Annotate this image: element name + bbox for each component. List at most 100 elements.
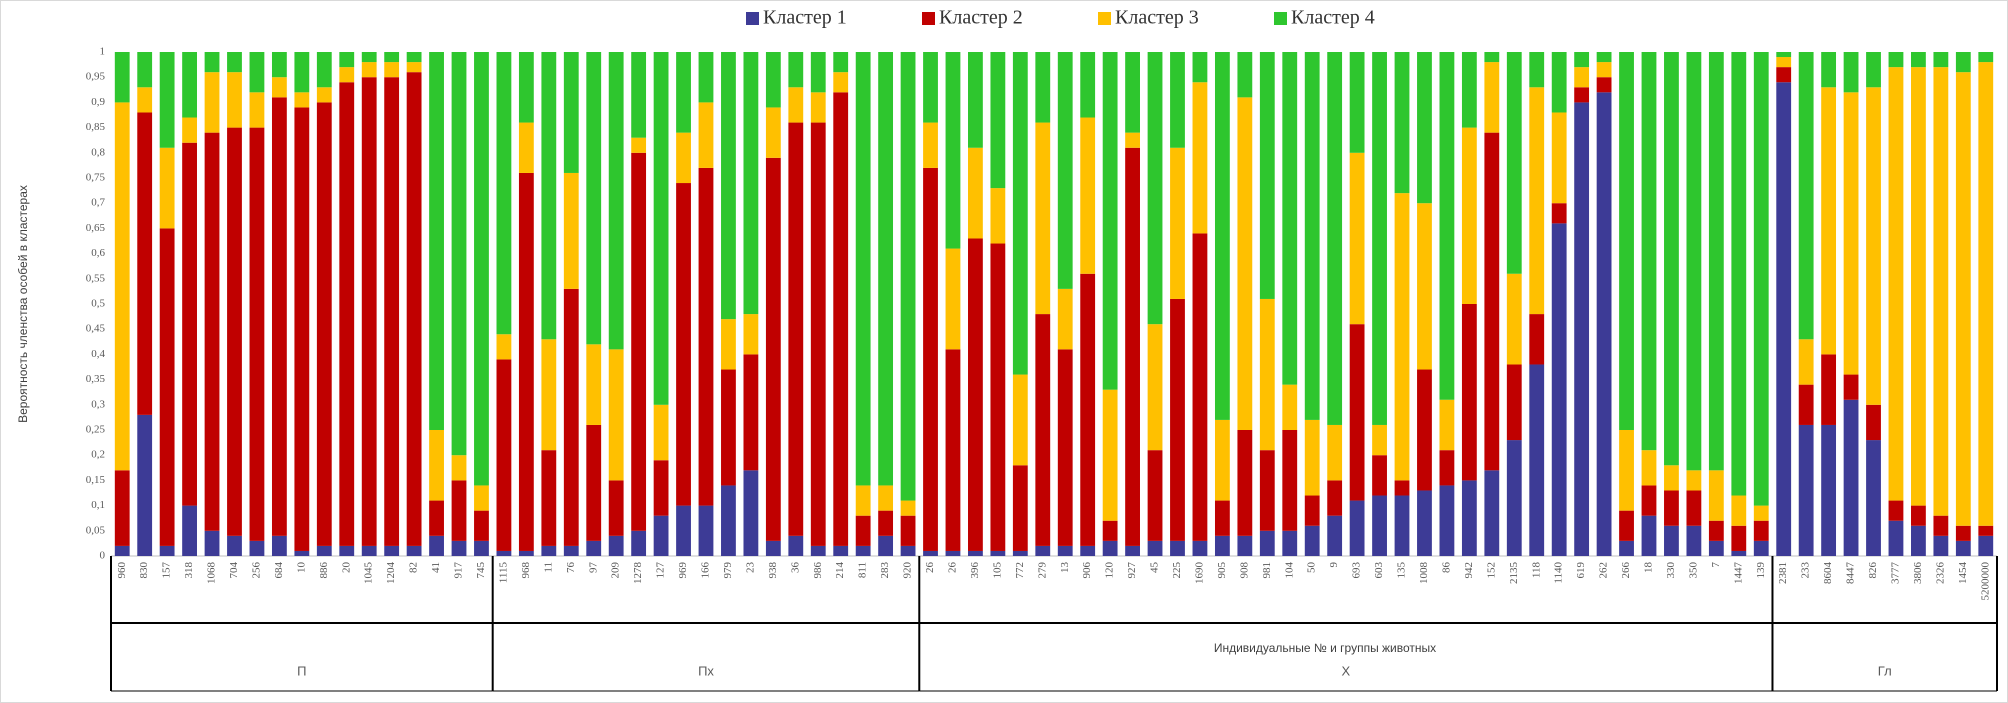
- y-tick-label: 0,65: [86, 222, 106, 234]
- x-tick-label: 917: [453, 562, 465, 579]
- x-tick-label: 1045: [363, 562, 375, 585]
- x-tick-label: 1204: [385, 562, 397, 585]
- bar-segment: [384, 62, 400, 78]
- bar-segment: [1080, 52, 1096, 118]
- bar-segment: [1821, 424, 1837, 556]
- bar-segment: [1596, 92, 1612, 556]
- bar-segment: [1798, 424, 1814, 556]
- x-tick-label: 97: [587, 562, 599, 574]
- legend-label: Кластер 4: [1291, 7, 1375, 29]
- bar-segment: [676, 183, 691, 506]
- bar-segment: [1349, 500, 1365, 556]
- bar-segment: [249, 92, 265, 128]
- legend-label: Кластер 3: [1115, 7, 1199, 29]
- bar-segment: [743, 314, 759, 355]
- bar-segment: [227, 72, 242, 128]
- legend-swatch: [746, 12, 759, 25]
- bar-segment: [1933, 535, 1949, 556]
- bar-segment: [1978, 535, 1994, 556]
- bar-segment: [541, 545, 557, 556]
- x-tick-label: 603: [1373, 562, 1385, 579]
- bar-segment: [1394, 495, 1410, 556]
- bar-segment: [1888, 52, 1904, 68]
- group-label: Пх: [698, 663, 714, 678]
- bar-segment: [765, 157, 781, 541]
- bar-segment: [384, 77, 400, 546]
- bar-segment: [316, 102, 332, 546]
- x-tick-label: 3777: [1889, 562, 1901, 585]
- bar-segment: [563, 288, 579, 546]
- bar-segment: [429, 430, 444, 501]
- bar-segment: [451, 540, 467, 556]
- bar-segment: [945, 349, 961, 551]
- x-tick-label: 105: [991, 562, 1003, 579]
- bar-segment: [1888, 520, 1904, 556]
- bar-segment: [563, 52, 579, 173]
- bar-segment: [1664, 490, 1679, 526]
- bar-segment: [1080, 545, 1096, 556]
- bar-segment: [474, 510, 489, 541]
- group-label: П: [297, 663, 306, 678]
- bar-segment: [384, 545, 400, 556]
- bar-segment: [721, 369, 736, 486]
- bar-segment: [406, 72, 422, 546]
- x-tick-label: 26: [924, 562, 936, 574]
- bar-segment: [361, 52, 377, 63]
- bar-segment: [137, 112, 153, 415]
- y-tick-label: 0,4: [91, 348, 105, 360]
- bar-segment: [968, 52, 983, 148]
- bar-segment: [1327, 515, 1343, 556]
- bar-segment: [1911, 52, 1926, 68]
- x-tick-label: 45: [1149, 562, 1161, 574]
- bar-segment: [1080, 117, 1096, 274]
- x-tick-label: 5200000: [1979, 562, 1991, 601]
- bar-segment: [1417, 490, 1432, 556]
- bar-segment: [474, 540, 489, 556]
- x-tick-label: 152: [1485, 562, 1497, 579]
- bar-segment: [1102, 52, 1118, 390]
- bar-segment: [1170, 52, 1185, 148]
- bar-segment: [923, 167, 938, 551]
- x-tick-label: 225: [1171, 562, 1183, 579]
- bar-segment: [1417, 369, 1432, 491]
- bar-segment: [1327, 424, 1343, 481]
- bar-segment: [855, 52, 871, 486]
- bar-segment: [1664, 465, 1679, 491]
- x-tick-label: 233: [1800, 562, 1812, 579]
- bar-segment: [586, 344, 602, 425]
- y-tick-label: 0,1: [91, 499, 105, 511]
- bar-segment: [1933, 515, 1949, 536]
- x-tick-label: 938: [767, 562, 779, 579]
- bar-segment: [968, 238, 983, 551]
- bar-segment: [878, 485, 894, 511]
- bar-segment: [159, 228, 175, 546]
- bar-segment: [1574, 102, 1590, 557]
- bar-segment: [1484, 62, 1500, 133]
- bar-segment: [810, 92, 826, 123]
- bar-segment: [1439, 399, 1455, 451]
- legend-swatch: [922, 12, 935, 25]
- x-tick-label: 9: [1328, 562, 1340, 568]
- bar-segment: [968, 147, 983, 239]
- bar-segment: [1978, 62, 1994, 526]
- bar-segment: [676, 52, 691, 133]
- bar-segment: [316, 545, 332, 556]
- bar-segment: [1955, 52, 1971, 73]
- bar-segment: [1372, 495, 1387, 556]
- bar-segment: [698, 102, 714, 168]
- bar-segment: [1933, 52, 1949, 68]
- x-tick-label: 908: [1238, 562, 1250, 579]
- x-tick-label: 942: [1463, 562, 1475, 579]
- x-tick-label: 13: [1059, 562, 1071, 574]
- x-tick-label: 2326: [1934, 562, 1946, 585]
- x-tick-label: 981: [1261, 562, 1273, 579]
- bar-segment: [541, 450, 557, 546]
- bar-segment: [1708, 52, 1724, 471]
- bar-segment: [1259, 450, 1275, 531]
- bar-segment: [721, 485, 736, 556]
- bar-segment: [1619, 430, 1634, 511]
- bar-segment: [631, 152, 647, 531]
- bar-segment: [227, 127, 242, 536]
- y-tick-label: 0,15: [86, 474, 106, 486]
- x-tick-label: 166: [700, 562, 712, 579]
